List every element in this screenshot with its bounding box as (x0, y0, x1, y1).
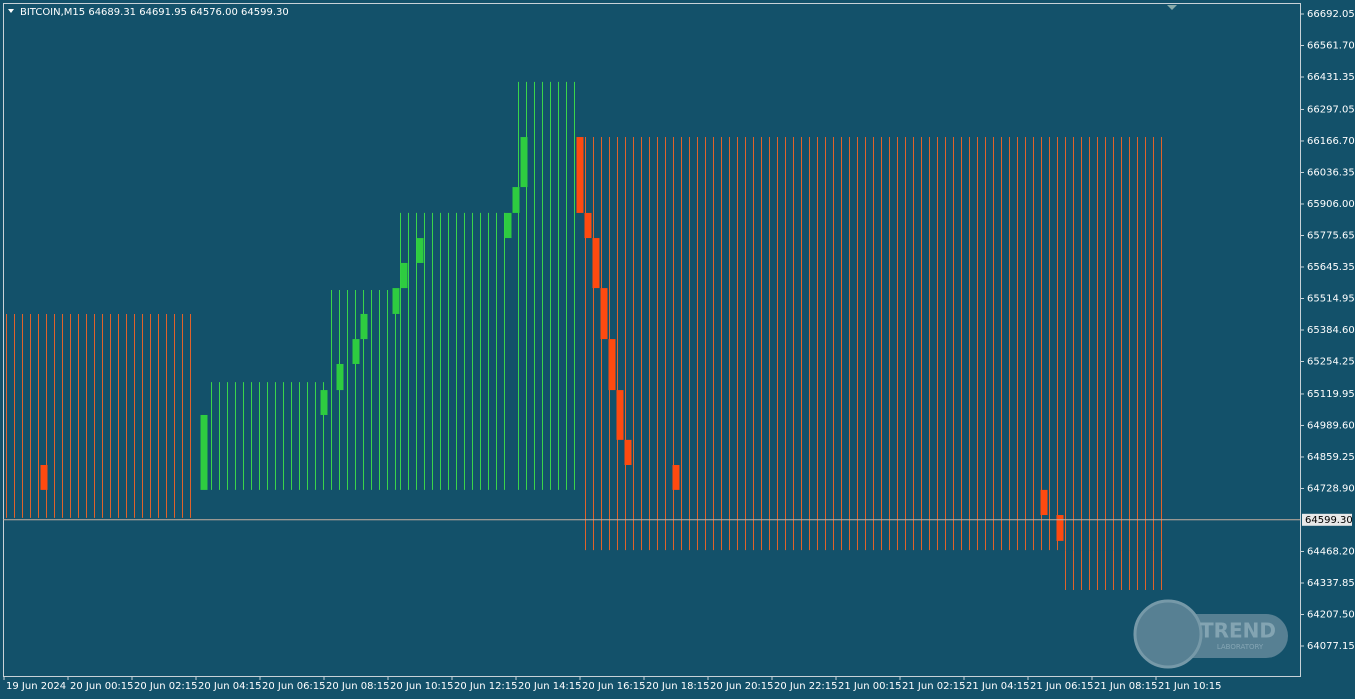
x-tick-label: 20 Jun 16:15 (582, 681, 646, 692)
brick (616, 390, 624, 440)
watermark-subtitle: LABORATORY (1217, 643, 1264, 651)
y-tick-label: 65906.00 (1307, 199, 1355, 210)
y-tick-label: 64728.90 (1307, 483, 1355, 494)
brick (584, 212, 592, 239)
chart-title: BITCOIN,M15 64689.31 64691.95 64576.00 6… (20, 7, 289, 18)
y-tick-label: 65645.35 (1307, 262, 1355, 273)
watermark-title: TREND (1200, 619, 1276, 643)
x-tick-label: 21 Jun 06:15 (1030, 681, 1094, 692)
x-tick-label: 20 Jun 10:15 (390, 681, 454, 692)
brick (320, 390, 328, 415)
brick (400, 262, 408, 289)
x-tick-label: 20 Jun 20:15 (710, 681, 774, 692)
x-tick-label: 20 Jun 12:15 (454, 681, 518, 692)
y-tick-label: 65119.95 (1307, 389, 1355, 400)
brick (592, 238, 600, 289)
x-tick-label: 21 Jun 04:15 (966, 681, 1030, 692)
x-tick-label: 20 Jun 02:15 (134, 681, 198, 692)
x-tick-label: 20 Jun 22:15 (774, 681, 838, 692)
y-tick-label: 65514.95 (1307, 293, 1355, 304)
brick (40, 465, 48, 490)
brick (504, 212, 512, 239)
y-tick-label: 64989.60 (1307, 420, 1355, 431)
x-tick-label: 20 Jun 18:15 (646, 681, 710, 692)
y-tick-label: 65775.65 (1307, 230, 1355, 241)
x-tick-label: 20 Jun 00:15 (70, 681, 134, 692)
shift-marker (1167, 5, 1177, 10)
brick (416, 238, 424, 263)
x-tick-label: 21 Jun 08:15 (1094, 681, 1158, 692)
y-tick-label: 66166.70 (1307, 136, 1355, 147)
x-tick-label: 20 Jun 06:15 (262, 681, 326, 692)
x-tick-label: 21 Jun 00:15 (838, 681, 902, 692)
y-tick-label: 66431.35 (1307, 72, 1355, 83)
y-tick-label: 64207.50 (1307, 609, 1355, 620)
brick (624, 439, 632, 466)
y-tick-label: 64337.85 (1307, 578, 1355, 589)
brick (608, 339, 616, 391)
brick (600, 288, 608, 340)
price-label: 64599.30 (1305, 515, 1353, 526)
x-tick-label: 20 Jun 14:15 (518, 681, 582, 692)
y-tick-label: 66561.70 (1307, 41, 1355, 52)
y-tick-label: 64859.25 (1307, 452, 1355, 463)
brick (360, 313, 368, 340)
x-tick-label: 21 Jun 10:15 (1158, 681, 1222, 692)
brick (392, 288, 400, 314)
brick (1040, 489, 1048, 516)
plot-frame (3, 3, 1301, 677)
y-tick-label: 65254.25 (1307, 357, 1355, 368)
brick (352, 339, 360, 364)
y-tick-label: 66297.05 (1307, 104, 1355, 115)
brick (512, 187, 520, 213)
brick (672, 465, 680, 490)
brick (1056, 515, 1064, 541)
y-tick-label: 65384.60 (1307, 325, 1355, 336)
x-tick-label: 20 Jun 08:15 (326, 681, 390, 692)
x-tick-label: 21 Jun 02:15 (902, 681, 966, 692)
y-tick-label: 66036.35 (1307, 167, 1355, 178)
brick (520, 137, 528, 188)
price-tag (1302, 513, 1352, 526)
brick (576, 137, 584, 213)
x-tick-label: 20 Jun 04:15 (198, 681, 262, 692)
y-tick-label: 64077.15 (1307, 641, 1355, 652)
y-tick-label: 66692.05 (1307, 9, 1355, 20)
x-tick-label: 19 Jun 2024 (6, 681, 66, 692)
watermark-logo (1133, 599, 1203, 669)
watermark: TREND LABORATORY (1133, 599, 1288, 669)
brick (200, 414, 208, 490)
brick (336, 363, 344, 391)
y-tick-label: 64468.20 (1307, 546, 1355, 557)
menu-arrow[interactable] (8, 9, 14, 13)
